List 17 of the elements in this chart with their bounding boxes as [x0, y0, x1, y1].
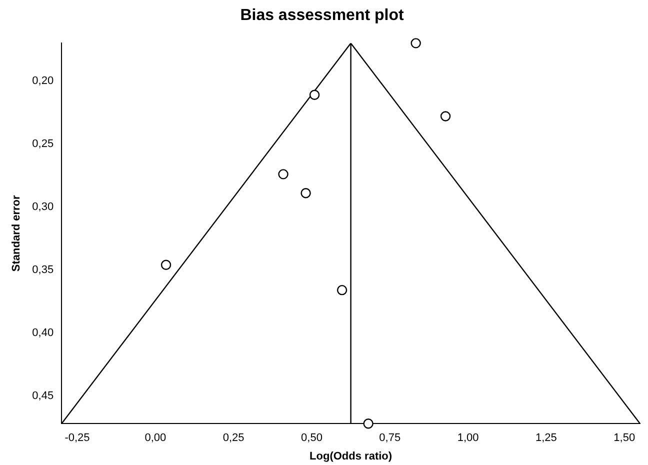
x-tick-label: 0,50 — [301, 432, 322, 444]
x-axis-title: Log(Odds ratio) — [310, 450, 392, 462]
y-axis-title: Standard error — [10, 194, 23, 272]
y-tick-label: 0,25 — [32, 138, 54, 150]
x-tick-label: 1,50 — [614, 432, 636, 444]
y-tick-label: 0,30 — [32, 200, 54, 213]
x-tick-label: 0,25 — [222, 432, 244, 444]
chart-title: Bias assessment plot — [240, 7, 404, 24]
y-tick-label: 0,45 — [32, 390, 54, 402]
x-tick-label: 0,75 — [379, 432, 401, 444]
y-tick-label: 0,35 — [32, 264, 54, 276]
x-tick-label: 0,00 — [144, 432, 166, 444]
x-tick-label: 1,00 — [457, 432, 479, 444]
x-tick-label: -0,25 — [64, 432, 90, 444]
y-tick-label: 0,40 — [32, 326, 54, 339]
y-tick-label: 0,20 — [32, 75, 54, 88]
x-tick-label: 1,25 — [535, 432, 557, 444]
